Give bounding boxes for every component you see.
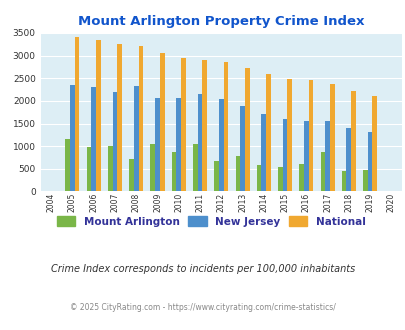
Bar [134, 86, 138, 191]
Bar [261, 114, 265, 191]
Bar [244, 68, 249, 191]
Bar [362, 170, 367, 191]
Bar [150, 144, 155, 191]
Title: Mount Arlington Property Crime Index: Mount Arlington Property Crime Index [78, 15, 364, 28]
Bar [171, 151, 176, 191]
Bar [367, 132, 371, 191]
Bar [155, 98, 160, 191]
Bar [277, 167, 282, 191]
Bar [192, 144, 197, 191]
Bar [371, 96, 376, 191]
Bar [108, 146, 112, 191]
Bar [298, 164, 303, 191]
Bar [265, 74, 270, 191]
Legend: Mount Arlington, New Jersey, National: Mount Arlington, New Jersey, National [52, 212, 369, 231]
Text: Crime Index corresponds to incidents per 100,000 inhabitants: Crime Index corresponds to incidents per… [51, 264, 354, 274]
Bar [282, 118, 287, 191]
Text: © 2025 CityRating.com - https://www.cityrating.com/crime-statistics/: © 2025 CityRating.com - https://www.city… [70, 303, 335, 312]
Bar [96, 40, 100, 191]
Bar [240, 106, 244, 191]
Bar [235, 156, 240, 191]
Bar [87, 147, 91, 191]
Bar [341, 171, 345, 191]
Bar [176, 98, 181, 191]
Bar [117, 44, 122, 191]
Bar [256, 165, 261, 191]
Bar [75, 37, 79, 191]
Bar [214, 161, 218, 191]
Bar [329, 84, 334, 191]
Bar [138, 46, 143, 191]
Bar [287, 79, 291, 191]
Bar [223, 62, 228, 191]
Bar [218, 99, 223, 191]
Bar [345, 128, 350, 191]
Bar [308, 80, 313, 191]
Bar [197, 94, 202, 191]
Bar [91, 87, 96, 191]
Bar [303, 121, 308, 191]
Bar [181, 58, 185, 191]
Bar [129, 159, 134, 191]
Bar [160, 53, 164, 191]
Bar [112, 92, 117, 191]
Bar [65, 139, 70, 191]
Bar [320, 151, 324, 191]
Bar [202, 60, 207, 191]
Bar [350, 91, 355, 191]
Bar [70, 84, 75, 191]
Bar [324, 121, 329, 191]
